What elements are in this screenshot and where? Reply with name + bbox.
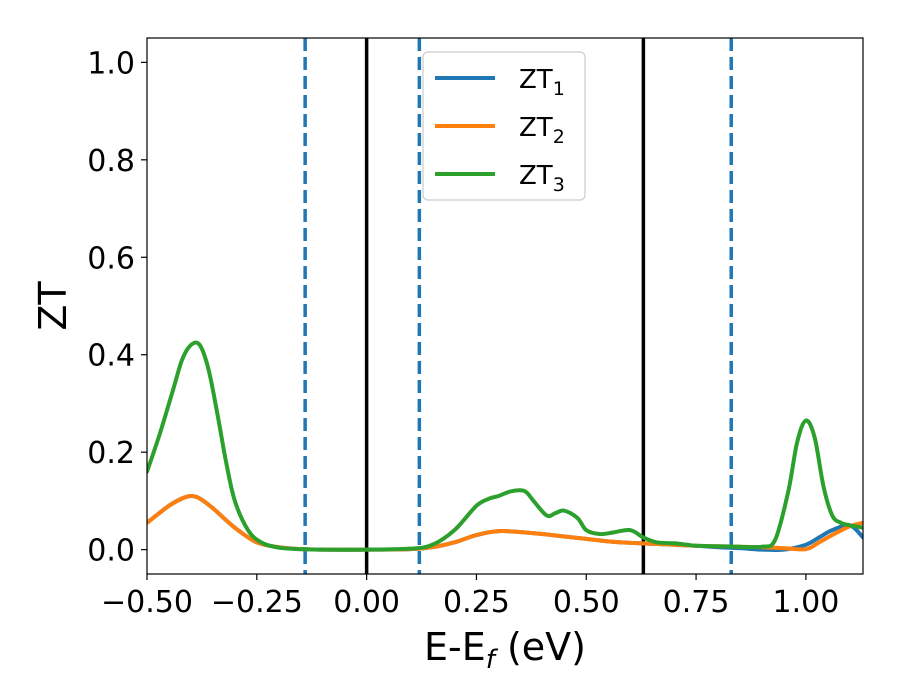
x-tick-label: 1.00 <box>772 585 839 620</box>
y-tick-label: 1.0 <box>87 46 135 81</box>
x-tick-label: 0.00 <box>333 585 400 620</box>
legend-box <box>422 51 586 201</box>
legend-label-1: ZT1 <box>519 65 565 100</box>
y-tick-label: 0.4 <box>87 339 135 374</box>
y-tick-label: 0.6 <box>87 241 135 276</box>
x-tick-label: −0.25 <box>211 585 303 620</box>
vertical-reference-lines <box>303 38 733 574</box>
legend-label-3: ZT3 <box>519 161 565 196</box>
x-axis-ticks: −0.50 −0.25 0.00 0.25 0.50 0.75 1.00 <box>101 574 839 620</box>
x-axis-label: E-Ef (eV) <box>424 625 586 675</box>
series-line-3 <box>147 340 863 552</box>
series-lines <box>147 340 863 553</box>
x-tick-label: 0.75 <box>663 585 730 620</box>
x-tick-label: 0.25 <box>443 585 510 620</box>
series-line-2 <box>147 494 863 552</box>
y-axis-ticks: 0.0 0.2 0.4 0.6 0.8 1.0 <box>87 46 147 569</box>
x-tick-label: −0.50 <box>101 585 193 620</box>
y-tick-label: 0.2 <box>87 436 135 471</box>
y-tick-label: 0.0 <box>87 534 135 569</box>
y-axis-label: ZT <box>31 281 75 331</box>
plot-frame <box>146 37 864 575</box>
legend-label-2: ZT2 <box>519 113 565 148</box>
y-tick-label: 0.8 <box>87 144 135 179</box>
legend: ZT1 ZT2 ZT3 <box>422 51 586 201</box>
x-tick-label: 0.50 <box>553 585 620 620</box>
